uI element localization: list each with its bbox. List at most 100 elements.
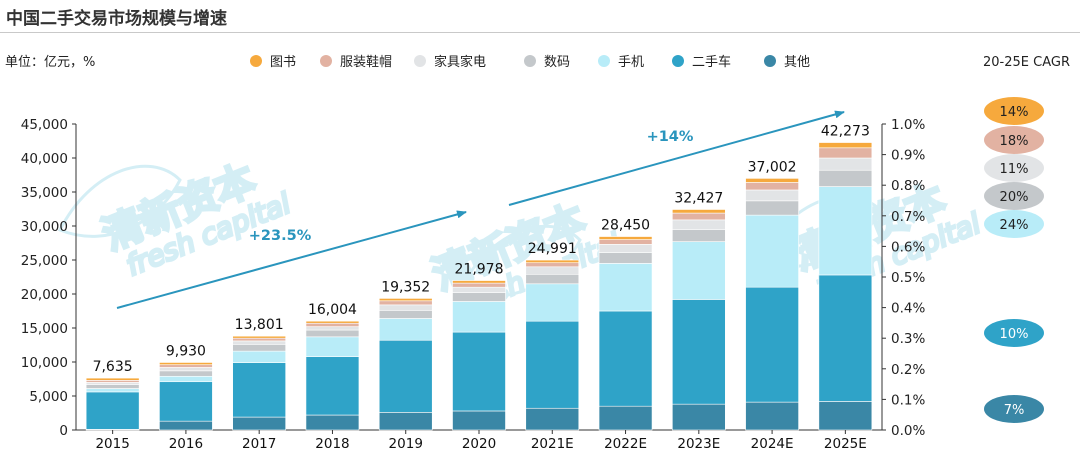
bar-segment [818, 186, 873, 276]
bar-segment [85, 377, 140, 381]
bar-segment [525, 283, 580, 322]
x-tick-label: 2015 [95, 436, 129, 452]
cagr-badge-label: 11% [1000, 162, 1029, 177]
y2-tick-label: 0.8% [891, 178, 925, 194]
total-label: 32,427 [674, 190, 723, 206]
bar-segment [305, 326, 360, 331]
bar-segment [745, 286, 799, 403]
legend-swatch [672, 55, 684, 67]
legend-label: 其他 [784, 55, 810, 70]
watermark-leaf-icon [457, 224, 582, 298]
bar-segment [159, 381, 213, 422]
legend-swatch [414, 55, 426, 67]
cagr-badge [984, 97, 1044, 125]
cagr-badge [984, 126, 1044, 154]
growth-label: +23.5% [249, 228, 312, 244]
legend-label: 服装鞋帽 [340, 54, 392, 70]
y-tick-label: 5,000 [29, 389, 68, 405]
total-label: 19,352 [381, 279, 430, 295]
bar-segment [525, 262, 580, 268]
x-tick-label: 2023E [677, 436, 720, 452]
legend-label: 数码 [544, 55, 570, 70]
cagr-badge-label: 14% [1000, 105, 1029, 120]
cagr-title: 20-25E CAGR [983, 55, 1070, 70]
growth-label: +14% [647, 129, 694, 145]
bar-segment [745, 214, 799, 288]
bar-segment [85, 380, 140, 383]
legend-label: 家具家电 [434, 54, 486, 70]
bar-segment [452, 410, 506, 431]
bar-segment [232, 335, 286, 339]
x-tick-label: 2019 [389, 436, 423, 452]
bar-segment [818, 169, 873, 187]
x-tick-label: 2021E [531, 436, 574, 452]
y2-tick-label: 0.3% [891, 331, 925, 347]
total-label: 42,273 [821, 124, 870, 140]
y-tick-label: 25,000 [21, 253, 68, 269]
bar-segment [232, 337, 286, 342]
bar-segment [818, 274, 873, 402]
x-tick-label: 2022E [604, 436, 647, 452]
bars [85, 142, 873, 431]
bar-segment [378, 339, 433, 413]
total-label: 9,930 [166, 343, 206, 359]
x-tick-label: 2016 [169, 436, 203, 452]
bar-segment [818, 401, 873, 431]
bar-segment [452, 280, 506, 284]
growth-arrow [508, 110, 845, 206]
bar-segment [378, 318, 433, 341]
bar-segment [378, 300, 433, 306]
y2-tick-label: 0.7% [891, 209, 925, 225]
bar-segment [818, 157, 873, 171]
y-tick-label: 45,000 [21, 117, 68, 133]
y-tick-label: 0 [59, 423, 68, 439]
bar-segment [598, 252, 653, 264]
growth-arrow [116, 210, 467, 309]
watermark-leaf-icon [57, 164, 182, 238]
bar-segment [672, 229, 726, 242]
bar-segment [232, 340, 286, 345]
bar-segment [525, 259, 580, 264]
cagr-badge-label: 10% [1000, 327, 1029, 342]
bar-segment [818, 142, 873, 149]
bar-segment [598, 405, 653, 431]
cagr-badge-label: 7% [1004, 403, 1025, 418]
total-label: 16,004 [308, 302, 357, 318]
legend-swatch [320, 55, 332, 67]
bar-segment [378, 298, 433, 302]
bar-segment [672, 241, 726, 300]
bar-segment [745, 182, 799, 191]
y2-tick-label: 0.6% [891, 239, 925, 255]
total-label: 13,801 [235, 317, 284, 333]
bar-segment [305, 320, 360, 324]
bar-segment [85, 384, 140, 389]
bar-segment [305, 322, 360, 327]
chart-title: 中国二手交易市场规模与增速 [6, 9, 227, 29]
bar-segment [452, 292, 506, 302]
bar-segment [452, 286, 506, 293]
bar-segment [598, 239, 653, 245]
bar-segment [672, 219, 726, 230]
legend: 图书 服装鞋帽 家具家电 数码 手机 二手车 其他 [250, 54, 810, 70]
y2-tick-label: 0.0% [891, 423, 925, 439]
x-tick-label: 2017 [242, 436, 276, 452]
bar-segment [672, 299, 726, 405]
bar-segment [378, 304, 433, 311]
legend-label: 图书 [270, 55, 296, 70]
bar-segment [525, 266, 580, 275]
unit-label: 单位：亿元，% [5, 55, 95, 70]
bar-segment [85, 388, 140, 393]
total-label: 37,002 [748, 159, 797, 175]
bar-segment [85, 391, 140, 430]
bar-segment [232, 362, 286, 418]
cagr-badge-label: 20% [1000, 190, 1029, 205]
bar-segment [672, 403, 726, 431]
bar-segment [159, 420, 213, 431]
bar-segment [305, 414, 360, 431]
y2-tick-label: 0.2% [891, 362, 925, 378]
cagr-badge [984, 154, 1044, 182]
bar-segment [232, 416, 286, 431]
bar-segment [598, 263, 653, 312]
bar-segment [159, 362, 213, 366]
